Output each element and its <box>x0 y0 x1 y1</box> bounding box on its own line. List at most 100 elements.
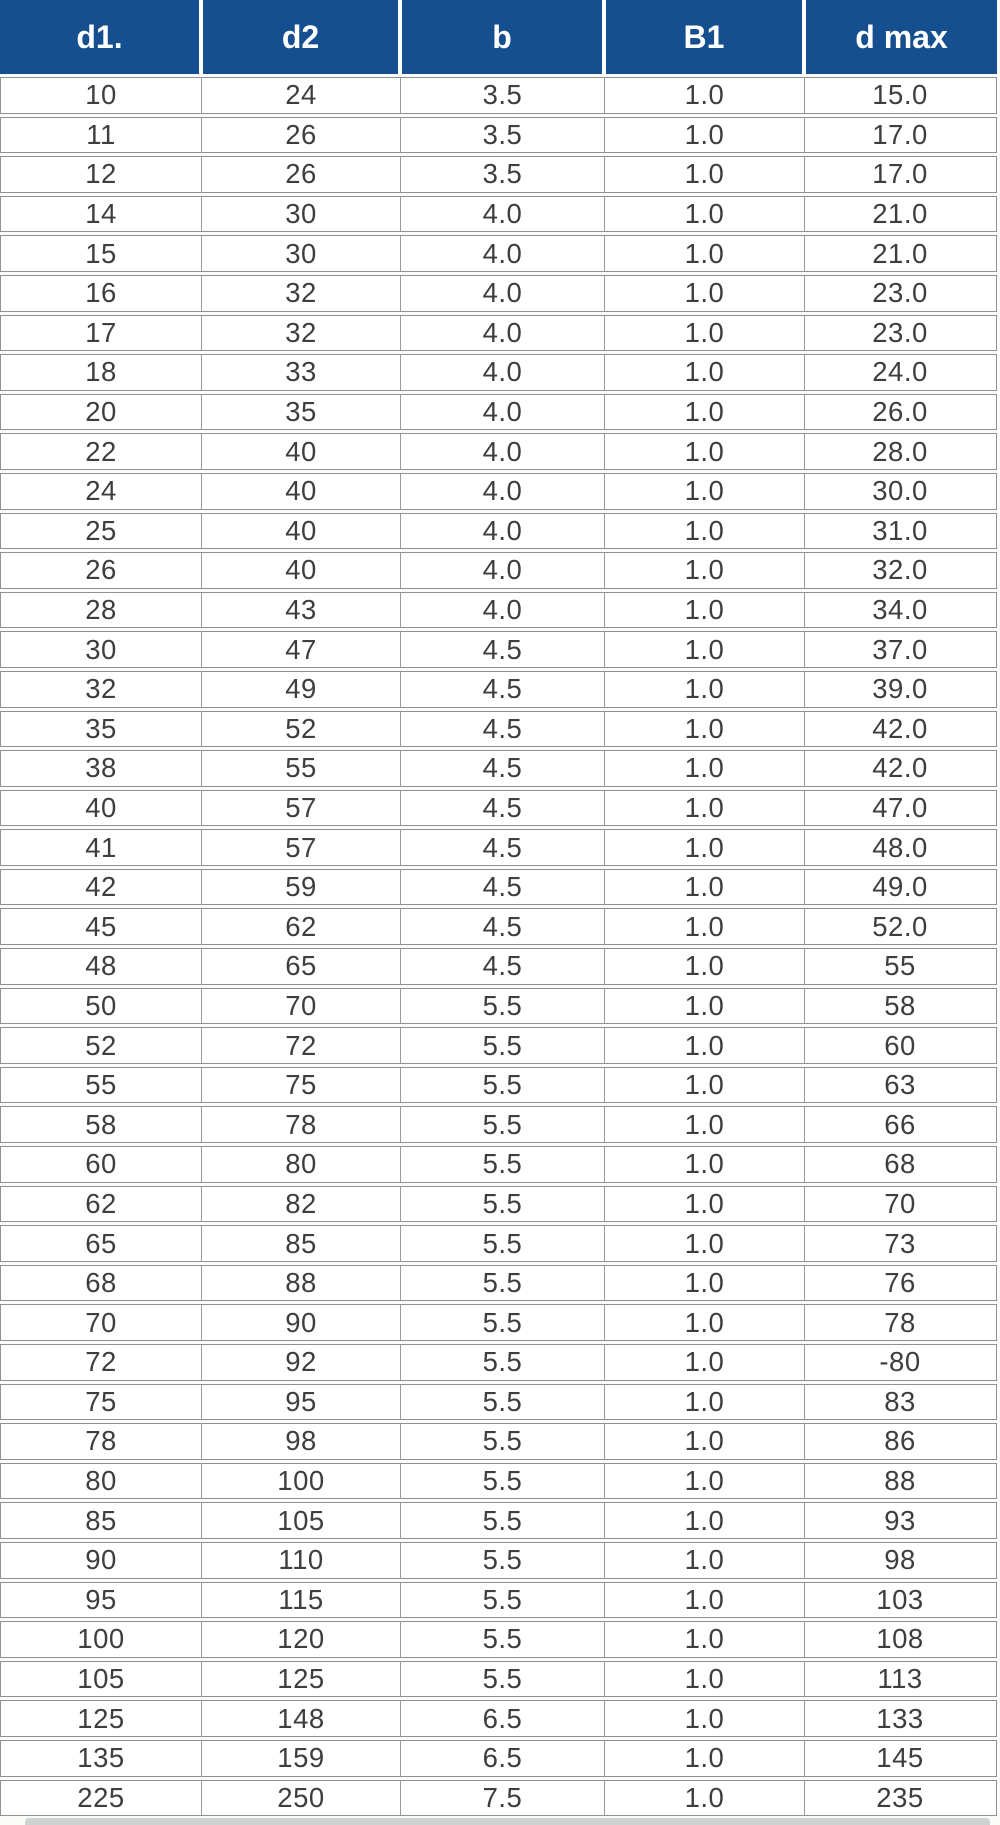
table-cell: 1.0 <box>605 1701 805 1736</box>
table-cell: 1.0 <box>605 1740 805 1776</box>
table-cell: 82 <box>202 1186 401 1222</box>
table-cell: 225 <box>1 1780 202 1816</box>
table-cell: 80 <box>202 1147 401 1182</box>
table-cell: 1.0 <box>605 196 805 232</box>
table-cell: 235 <box>876 1781 924 1813</box>
table-cell: 5.5 <box>401 1265 605 1301</box>
table-cell: 78 <box>202 1107 401 1143</box>
table-cell: 4.0 <box>401 553 605 588</box>
table-cell: 5.5 <box>401 1305 605 1340</box>
table-cell: 1.0 <box>605 869 805 905</box>
table-cell: 88 <box>884 1465 916 1497</box>
table-cell: 4.5 <box>401 949 605 984</box>
table-cell: 50 <box>1 988 202 1024</box>
table-row: 68 88 5.5 1.0 76 <box>0 1264 997 1302</box>
table-cell: 1.0 <box>605 1305 805 1340</box>
table-cell: 4.5 <box>401 711 605 747</box>
table-cell: 1.0 <box>605 1186 805 1222</box>
table-row: 48 65 4.5 1.0 55 <box>0 948 997 985</box>
table-cell: 75 <box>1 1384 202 1420</box>
table-row: 78 98 5.5 1.0 86 <box>0 1423 997 1460</box>
table-cell: -80 <box>879 1346 921 1378</box>
table-header-row: d1. d2 b B1 d max <box>0 0 997 74</box>
table-row: 38 55 4.5 1.0 42.0 <box>0 750 997 787</box>
table-cell: 98 <box>202 1424 401 1459</box>
table-cell: 1.0 <box>605 1780 805 1816</box>
table-cell: 40 <box>202 513 401 549</box>
table-cell: 148 <box>202 1701 401 1736</box>
table-cell: 85 <box>202 1226 401 1261</box>
table-cell: 93 <box>884 1504 916 1536</box>
table-cell: 55 <box>884 950 916 982</box>
table-row: 105 125 5.5 1.0 113 <box>0 1660 997 1698</box>
table-row: 22 40 4.0 1.0 28.0 <box>0 433 997 470</box>
table-cell: 1.0 <box>605 1226 805 1261</box>
table-cell: 14 <box>1 196 202 232</box>
table-cell: 105 <box>202 1503 401 1538</box>
table-cell: 1.0 <box>605 315 805 351</box>
table-cell: 1.0 <box>605 1147 805 1182</box>
table-cell: 17.0 <box>872 158 928 190</box>
table-cell: 21.0 <box>872 237 928 269</box>
table-cell: 1.0 <box>605 473 805 509</box>
table-cell: 1.0 <box>605 1345 805 1380</box>
table-cell: 5.5 <box>401 1226 605 1261</box>
table-row: 125 148 6.5 1.0 133 <box>0 1700 997 1737</box>
table-row: 75 95 5.5 1.0 83 <box>0 1383 997 1421</box>
table-cell: 80 <box>1 1463 202 1499</box>
table-cell: 6.5 <box>401 1701 605 1736</box>
table-cell: 48.0 <box>872 831 928 863</box>
table-cell: 43 <box>202 592 401 628</box>
table-cell: 15.0 <box>872 79 928 111</box>
table-cell: 47 <box>202 632 401 667</box>
table-cell: 25 <box>1 513 202 549</box>
table-row: 50 70 5.5 1.0 58 <box>0 987 997 1025</box>
table-row: 85 105 5.5 1.0 93 <box>0 1502 997 1539</box>
table-cell: 159 <box>202 1740 401 1776</box>
table-cell: 1.0 <box>605 394 805 430</box>
table-cell: 49 <box>202 671 401 707</box>
table-cell: 90 <box>1 1542 202 1578</box>
table-cell: 66 <box>884 1108 916 1140</box>
table-cell: 1.0 <box>605 1424 805 1459</box>
table-cell: 125 <box>202 1661 401 1697</box>
table-cell: 28.0 <box>872 435 928 467</box>
table-cell: 78 <box>1 1424 202 1459</box>
table-row: 52 72 5.5 1.0 60 <box>0 1027 997 1064</box>
table-cell: 4.0 <box>401 275 605 311</box>
table-cell: 47.0 <box>872 791 928 823</box>
table-cell: 59 <box>202 869 401 905</box>
table-row: 17 32 4.0 1.0 23.0 <box>0 314 997 352</box>
table-cell: 3.5 <box>401 157 605 192</box>
table-cell: 17.0 <box>872 118 928 150</box>
table-cell: 1.0 <box>605 632 805 667</box>
table-cell: 5.5 <box>401 1186 605 1222</box>
table-cell: 4.0 <box>401 355 605 390</box>
table-row: 14 30 4.0 1.0 21.0 <box>0 195 997 233</box>
table-cell: 1.0 <box>605 117 805 153</box>
table-cell: 1.0 <box>605 1107 805 1143</box>
table-cell: 15 <box>1 236 202 271</box>
table-cell: 18 <box>1 355 202 390</box>
table-cell: 5.5 <box>401 1661 605 1697</box>
table-cell: 30 <box>1 632 202 667</box>
table-cell: 4.0 <box>401 394 605 430</box>
column-header-d1: d1. <box>0 0 203 74</box>
table-cell: 5.5 <box>401 1067 605 1103</box>
table-cell: 1.0 <box>605 1028 805 1063</box>
table-cell: 4.5 <box>401 830 605 865</box>
table-cell: 57 <box>202 830 401 865</box>
table-cell: 72 <box>202 1028 401 1063</box>
table-cell: 135 <box>1 1740 202 1776</box>
table-cell: 52 <box>1 1028 202 1063</box>
table-cell: 4.0 <box>401 196 605 232</box>
table-cell: 55 <box>1 1067 202 1103</box>
table-cell: 63 <box>884 1069 916 1101</box>
table-cell: 5.5 <box>401 1384 605 1420</box>
table-cell: 75 <box>202 1067 401 1103</box>
table-row: 65 85 5.5 1.0 73 <box>0 1225 997 1262</box>
table-cell: 1.0 <box>605 434 805 469</box>
table-body: 10 24 3.5 1.0 15.0 11 26 3.5 1.0 17.0 12 26 3.5 1.0 17… <box>0 77 997 1817</box>
table-cell: 16 <box>1 275 202 311</box>
table-cell: 72 <box>1 1345 202 1380</box>
